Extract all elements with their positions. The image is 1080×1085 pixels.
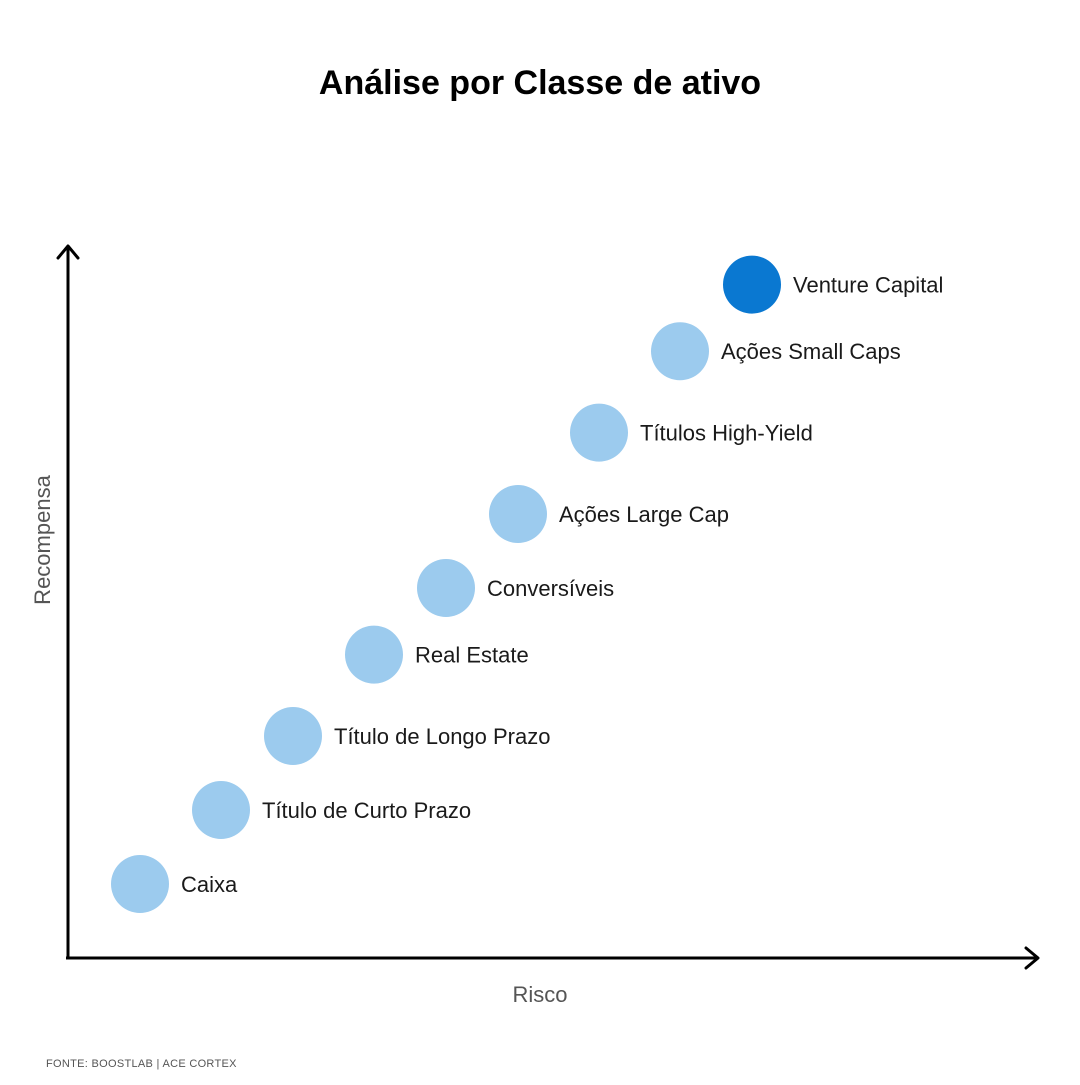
x-axis-label: Risco: [512, 982, 567, 1007]
data-point-marker: [111, 855, 169, 913]
data-point-marker-highlight: [723, 255, 781, 314]
data-point-marker: [192, 781, 250, 839]
data-point-marker: [570, 403, 628, 462]
axes: [56, 244, 1040, 970]
data-point: Título de Curto Prazo: [192, 781, 471, 839]
data-point: Título de Longo Prazo: [264, 707, 550, 765]
data-point: Caixa: [111, 855, 238, 913]
data-point: Ações Large Cap: [489, 485, 729, 543]
data-point-label: Real Estate: [415, 643, 529, 668]
data-point-label: Ações Large Cap: [559, 502, 729, 527]
data-point-marker: [264, 707, 322, 765]
points-layer: Caixa Título de Curto Prazo Título de Long…: [111, 255, 943, 913]
data-point-label: Título de Curto Prazo: [262, 798, 471, 823]
data-point: Venture Capital: [723, 255, 943, 314]
data-point-label: Caixa: [181, 872, 238, 897]
data-point-marker: [417, 559, 475, 617]
y-axis-arrow-icon: [56, 244, 80, 260]
data-point-marker: [651, 322, 709, 381]
data-point-label: Venture Capital: [793, 273, 943, 298]
data-point-label: Conversíveis: [487, 576, 614, 601]
x-axis-arrow-icon: [1024, 946, 1040, 970]
data-point-marker: [345, 625, 403, 684]
data-point: Conversíveis: [417, 559, 614, 617]
chart-title: Análise por Classe de ativo: [319, 64, 761, 102]
y-axis-label: Recompensa: [30, 474, 55, 604]
source-note: FONTE: BOOSTLAB | ACE CORTEX: [46, 1058, 237, 1070]
data-point-label: Título de Longo Prazo: [334, 724, 550, 749]
data-point-marker: [489, 485, 547, 543]
data-point: Ações Small Caps: [651, 322, 901, 381]
data-point-label: Títulos High-Yield: [640, 421, 813, 446]
data-point: Real Estate: [345, 625, 529, 684]
data-point-label: Ações Small Caps: [721, 339, 901, 364]
data-point: Títulos High-Yield: [570, 403, 813, 462]
